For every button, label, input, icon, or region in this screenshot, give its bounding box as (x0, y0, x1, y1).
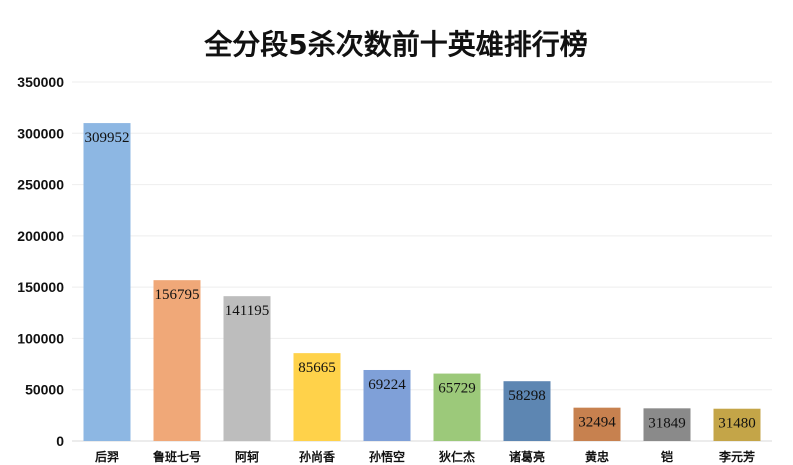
y-tick-label: 200000 (17, 228, 64, 244)
data-label: 156795 (155, 287, 200, 303)
x-tick-label: 孙尚香 (299, 449, 335, 464)
y-tick-label: 350000 (17, 74, 64, 90)
bar (503, 381, 551, 441)
bar (643, 408, 691, 441)
x-tick-label: 阿轲 (235, 449, 259, 464)
bar (83, 123, 131, 441)
data-label: 32494 (578, 415, 616, 431)
y-tick-label: 0 (56, 433, 64, 449)
bar (573, 407, 621, 441)
x-tick-label: 诸葛亮 (509, 449, 545, 464)
data-label: 58298 (508, 388, 546, 404)
bar (713, 408, 761, 441)
data-label: 69224 (368, 377, 406, 393)
y-tick-label: 50000 (25, 382, 64, 398)
x-tick-label: 孙悟空 (369, 449, 405, 464)
y-tick-label: 300000 (17, 125, 64, 141)
data-label: 309952 (85, 130, 130, 146)
data-label: 31849 (648, 415, 686, 431)
data-label: 85665 (298, 360, 336, 376)
x-tick-label: 黄忠 (585, 449, 609, 464)
bar (153, 280, 201, 441)
y-axis: 0 50000 100000 150000 200000 250000 300000 3500… (17, 74, 64, 449)
y-tick-label: 150000 (17, 279, 64, 295)
x-tick-label: 李元芳 (718, 449, 755, 464)
x-tick-label: 狄仁杰 (438, 449, 475, 464)
x-tick-label: 鲁班七号 (152, 449, 201, 464)
data-label: 141195 (225, 303, 269, 319)
data-labels: 309952 156795 141195 85665 69224 65729 58298 32… (85, 130, 756, 432)
bars (83, 123, 761, 441)
bar (293, 353, 341, 441)
x-tick-label: 铠 (661, 449, 673, 464)
x-tick-label: 后羿 (95, 449, 119, 464)
data-label: 31480 (718, 416, 756, 432)
x-axis: 后羿 鲁班七号 阿轲 孙尚香 孙悟空 狄仁杰 诸葛亮 黄忠 铠 李元芳 (95, 449, 755, 464)
data-label: 65729 (438, 381, 476, 397)
y-tick-label: 100000 (17, 330, 64, 346)
chart-title: 全分段5杀次数前十英雄排行榜 (203, 28, 587, 61)
y-tick-label: 250000 (17, 177, 64, 193)
bar (223, 296, 271, 441)
bar (433, 373, 481, 441)
bar (363, 369, 411, 441)
